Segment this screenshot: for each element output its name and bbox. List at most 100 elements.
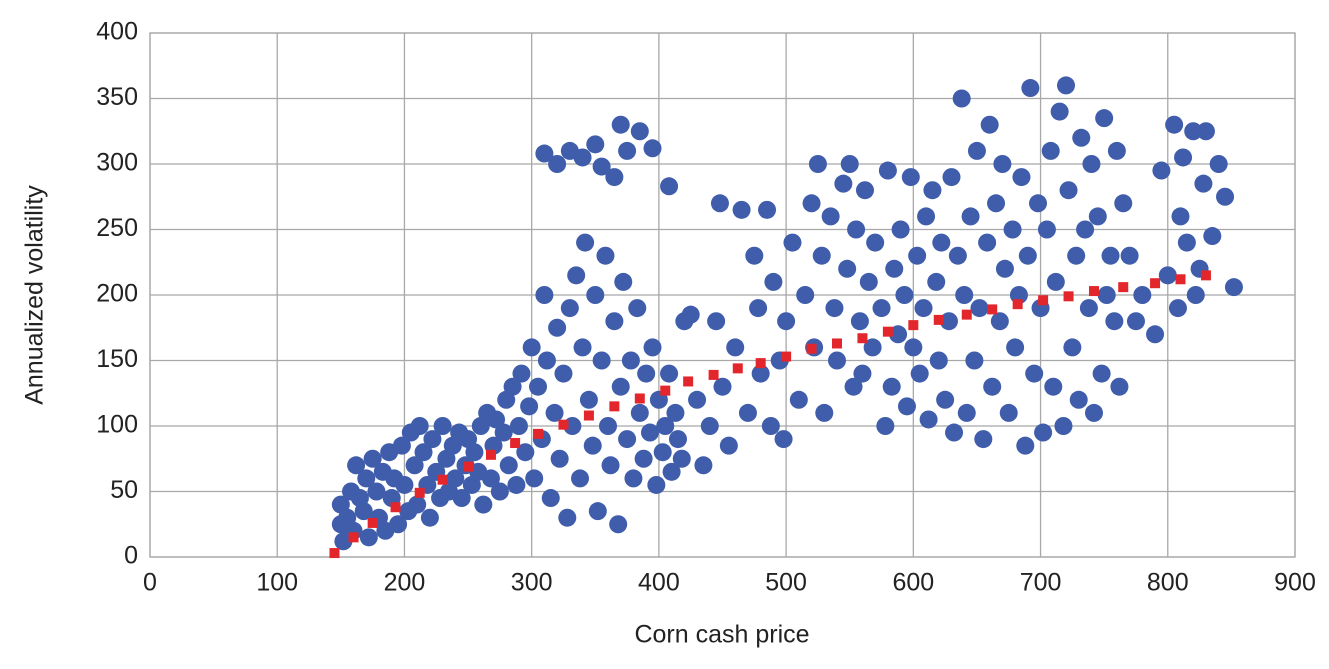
trend-marker — [510, 438, 521, 449]
scatter-point — [408, 495, 427, 514]
scatter-point — [487, 410, 506, 429]
scatter-point — [1186, 286, 1205, 304]
trend-marker — [732, 363, 743, 374]
scatter-point — [942, 168, 961, 187]
x-tick-label: 200 — [384, 569, 426, 597]
scatter-point — [828, 351, 846, 370]
scatter-point — [719, 436, 738, 455]
scatter-point — [465, 443, 484, 462]
scatter-point — [882, 377, 901, 396]
scatter-point — [520, 397, 539, 416]
scatter-point — [1046, 272, 1065, 291]
scatter-point — [999, 403, 1018, 422]
scatter-point — [588, 502, 607, 521]
scatter-point — [844, 377, 863, 396]
scatter-point — [859, 272, 878, 291]
scatter-point — [726, 338, 745, 357]
scatter-point — [611, 377, 630, 396]
scatter-point — [1101, 246, 1120, 265]
y-tick-label: 150 — [96, 345, 138, 373]
trend-marker — [1038, 295, 1049, 306]
scatter-point — [490, 482, 509, 501]
scatter-point — [1072, 128, 1091, 147]
y-tick-label: 0 — [124, 542, 138, 570]
scatter-point — [420, 508, 439, 527]
scatter-point — [914, 299, 933, 318]
scatter-point — [1082, 155, 1101, 173]
scatter-point — [499, 456, 518, 475]
scatter-point — [1107, 141, 1126, 160]
scatter-point — [889, 325, 908, 344]
scatter-point — [1054, 417, 1073, 435]
scatter-point — [576, 233, 595, 252]
scatter-point — [611, 115, 630, 134]
scatter-point — [1158, 266, 1177, 285]
scatter-point — [945, 423, 964, 442]
scatter-point — [509, 417, 528, 435]
scatter-point — [624, 469, 643, 488]
scatter-point — [579, 390, 598, 409]
trend-marker — [1118, 282, 1129, 293]
scatter-point — [571, 469, 590, 488]
scatter-point — [855, 181, 874, 200]
trend-marker — [755, 358, 766, 369]
scatter-point — [783, 233, 802, 252]
scatter-point — [494, 423, 513, 442]
scatter-point — [662, 462, 681, 481]
scatter-point — [1097, 286, 1116, 304]
scatter-point — [1203, 227, 1222, 246]
scatter-point — [1069, 390, 1088, 409]
scatter-point — [904, 338, 923, 357]
scatter-point — [666, 403, 685, 422]
scatter-point — [681, 305, 700, 324]
scatter-point — [694, 456, 713, 475]
scatter-point — [560, 299, 579, 318]
y-axis-title: Annualized volatility — [21, 185, 49, 405]
y-tick-label: 200 — [96, 280, 138, 308]
scatter-point — [919, 410, 938, 429]
scatter-point — [405, 456, 424, 475]
scatter-point — [599, 417, 617, 435]
scatter-point — [927, 272, 946, 291]
scatter-point — [970, 299, 989, 318]
scatter-point — [410, 417, 429, 435]
y-tick-label: 350 — [96, 83, 138, 111]
trend-marker — [348, 532, 359, 543]
trend-marker — [437, 474, 448, 485]
scatter-point — [936, 390, 955, 409]
x-axis-title: Corn cash price — [634, 621, 809, 649]
scatter-point — [974, 430, 993, 449]
scatter-point — [825, 299, 844, 318]
scatter-point — [957, 403, 976, 422]
x-tick-label: 100 — [256, 569, 298, 597]
trend-marker — [857, 333, 868, 344]
scatter-point — [618, 141, 637, 160]
scatter-point — [955, 286, 974, 304]
scatter-point — [863, 338, 882, 357]
scatter-point — [548, 155, 567, 173]
trend-marker — [367, 517, 378, 528]
scatter-point — [1092, 364, 1111, 383]
scatter-point — [815, 403, 834, 422]
scatter-point — [1216, 187, 1235, 206]
scatter-point — [917, 207, 936, 226]
scatter-point — [537, 351, 556, 370]
scatter-point — [847, 220, 866, 239]
trend-marker — [683, 376, 694, 387]
scatter-point — [939, 312, 958, 331]
scatter-point — [895, 286, 914, 304]
scatter-point — [1224, 278, 1243, 297]
scatter-point — [1059, 181, 1078, 200]
scatter-point — [630, 403, 649, 422]
scatter-point — [1076, 220, 1095, 239]
scatter-point — [614, 272, 633, 291]
scatter-point — [503, 377, 522, 396]
scatter-point — [1029, 194, 1048, 213]
scatter-point — [433, 417, 452, 435]
scatter-point — [1209, 155, 1228, 173]
scatter-point — [1067, 246, 1086, 265]
scatter-point — [840, 155, 859, 173]
trend-marker — [583, 410, 594, 421]
scatter-point — [586, 135, 605, 154]
